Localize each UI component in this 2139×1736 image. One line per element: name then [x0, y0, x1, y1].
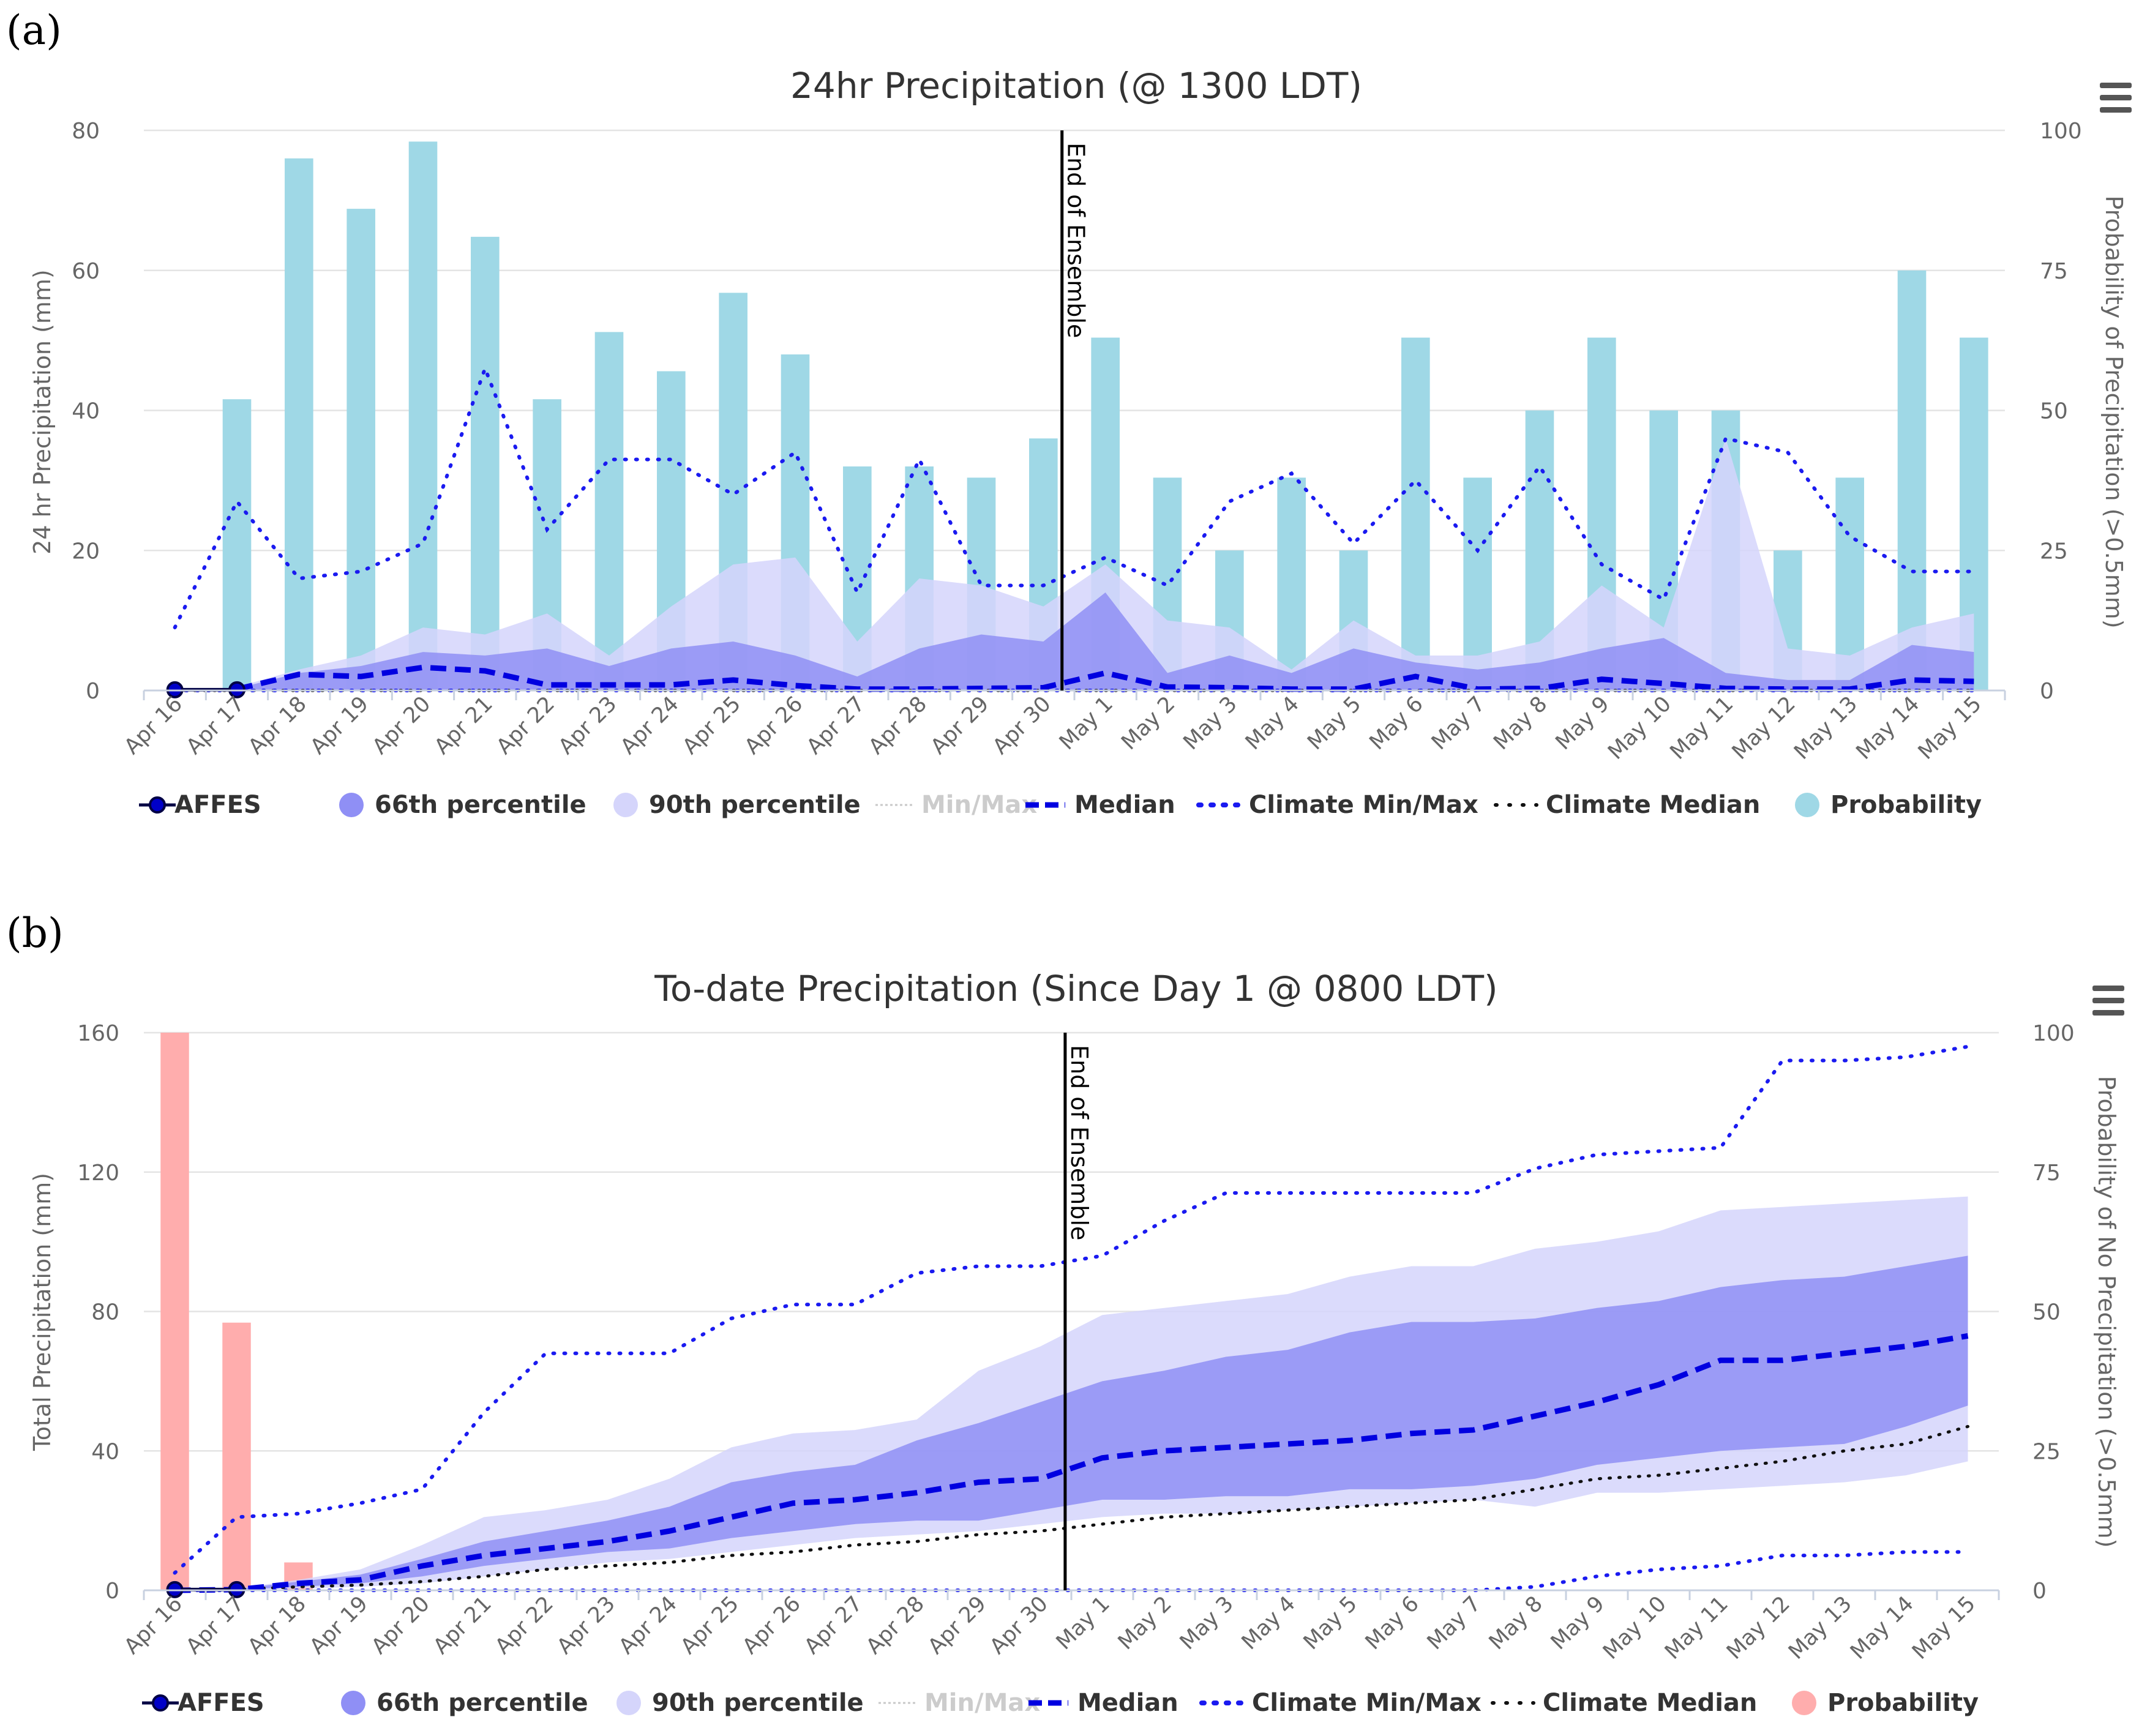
y-tick-label-40: 40	[72, 399, 100, 424]
y2-tick-label-75: 75	[2040, 259, 2068, 284]
legend-item-min-max[interactable]: Min/Max	[875, 791, 1037, 819]
y2-tick-label-50: 50	[2040, 399, 2068, 424]
legend-label-affes: AFFES	[174, 791, 261, 819]
median-line	[174, 1333, 1969, 1593]
climate-max-line	[173, 363, 1976, 630]
y-axis-title-text: Total Precipitation (mm)	[29, 1173, 56, 1451]
probability-bar-apr-18	[285, 158, 313, 690]
y-tick-label-0: 0	[105, 1579, 119, 1604]
hamburger-menu-icon[interactable]	[2100, 83, 2132, 113]
probability-bar-may-14	[1897, 270, 1927, 690]
probability-bar-apr-20	[408, 141, 438, 691]
legend-item-probability[interactable]: Probability	[1792, 1689, 1979, 1717]
legend-item-climate-median[interactable]: Climate Median	[1491, 1689, 1757, 1717]
y-tick-label-40: 40	[91, 1439, 119, 1464]
y-tick-label-80: 80	[91, 1300, 119, 1325]
legend: AFFES 66th percentile 90th percentile Min/M…	[142, 1689, 1979, 1717]
legend-swatch-p66	[339, 793, 364, 817]
legend-label-climate-min-max: Climate Min/Max	[1249, 791, 1478, 819]
probability-bar-apr-19	[347, 209, 375, 691]
y-tick-label-80: 80	[72, 119, 100, 144]
panel-b-label: (b)	[6, 910, 64, 957]
legend-item-90th-percentile[interactable]: 90th percentile	[613, 791, 861, 819]
y2-axis-title-text: Probability of Precipitation (>0.5mm)	[2100, 195, 2127, 628]
climate-median-line	[173, 1424, 1969, 1592]
end-of-ensemble-label: End of Ensemble	[1063, 143, 1090, 338]
p66-band	[237, 592, 1974, 690]
legend-item-climate-min-max[interactable]: Climate Min/Max	[1196, 791, 1478, 819]
legend-item-66th-percentile[interactable]: 66th percentile	[339, 791, 586, 819]
legend-label-90th-percentile: 90th percentile	[652, 1689, 864, 1717]
y-axis-title: Total Precipitation (mm)	[29, 1173, 56, 1451]
legend-item-90th-percentile[interactable]: 90th percentile	[616, 1689, 864, 1717]
legend-item-affes[interactable]: AFFES	[139, 791, 261, 819]
legend-item-climate-min-max[interactable]: Climate Min/Max	[1199, 1689, 1482, 1717]
probability-bar-apr-17	[222, 399, 252, 690]
y2-axis-title: Probability of No Precipitation (>0.5mm)	[2093, 1076, 2120, 1548]
legend-label-min-max: Min/Max	[921, 791, 1037, 819]
y2-axis-title: Probability of Precipitation (>0.5mm)	[2100, 195, 2127, 628]
end-of-ensemble-label: End of Ensemble	[1066, 1045, 1093, 1240]
legend-label-climate-median: Climate Median	[1546, 791, 1760, 819]
y2-tick-label-100: 100	[2032, 1021, 2075, 1046]
legend-item-median[interactable]: Median	[1028, 1689, 1178, 1717]
probability-bar-apr-23	[594, 332, 624, 690]
y2-tick-label-0: 0	[2032, 1579, 2047, 1604]
legend-item-min-max[interactable]: Min/Max	[878, 1689, 1040, 1717]
legend-swatch-probability	[1792, 1691, 1816, 1715]
legend-label-66th-percentile: 66th percentile	[375, 791, 586, 819]
legend-label-probability: Probability	[1827, 1689, 1979, 1717]
probability-bar-apr-21	[471, 236, 500, 691]
legend-label-90th-percentile: 90th percentile	[649, 791, 861, 819]
legend: AFFES 66th percentile 90th percentile Min/M…	[139, 791, 1982, 819]
y-tick-label-120: 120	[77, 1161, 119, 1186]
y2-tick-label-100: 100	[2040, 119, 2082, 144]
legend-item-probability[interactable]: Probability	[1795, 791, 1982, 819]
legend-swatch-affes-marker	[152, 1694, 169, 1712]
legend-label-median: Median	[1074, 791, 1175, 819]
p90-band	[237, 438, 1974, 690]
y-axis-title: 24 hr Precipitation (mm)	[29, 269, 56, 555]
legend-label-affes: AFFES	[178, 1689, 264, 1717]
legend-item-affes[interactable]: AFFES	[142, 1689, 264, 1717]
probability-bar-apr-17	[222, 1322, 251, 1590]
legend-label-66th-percentile: 66th percentile	[376, 1689, 588, 1717]
panel-a-chart: (a) 24hr Precipitation (@ 1300 LDT) 24 h…	[6, 7, 2132, 819]
legend-label-median: Median	[1077, 1689, 1178, 1717]
panel-a-label: (a)	[6, 7, 62, 54]
probability-bar-may-6	[1401, 337, 1430, 690]
legend-swatch-affes-marker	[149, 796, 166, 814]
y2-tick-label-25: 25	[2032, 1439, 2061, 1464]
p66-band	[174, 1255, 1968, 1590]
legend-swatch-p66	[341, 1691, 365, 1715]
legend-item-climate-median[interactable]: Climate Median	[1494, 791, 1760, 819]
legend-label-probability: Probability	[1830, 791, 1982, 819]
probability-bar-may-4	[1277, 477, 1306, 690]
y-tick-label-160: 160	[77, 1021, 119, 1046]
legend-item-median[interactable]: Median	[1025, 791, 1175, 819]
y2-tick-label-50: 50	[2032, 1300, 2061, 1325]
y2-axis-title-text: Probability of No Precipitation (>0.5mm)	[2093, 1076, 2120, 1548]
y-tick-label-60: 60	[72, 259, 100, 284]
legend-label-min-max: Min/Max	[924, 1689, 1040, 1717]
y2-tick-label-75: 75	[2032, 1161, 2061, 1186]
y2-tick-label-25: 25	[2040, 539, 2068, 564]
legend-swatch-probability	[1795, 793, 1819, 817]
legend-label-climate-median: Climate Median	[1543, 1689, 1757, 1717]
probability-bar-apr-16	[160, 1033, 189, 1590]
y2-tick-label-0: 0	[2040, 679, 2054, 704]
chart-title: To-date Precipitation (Since Day 1 @ 080…	[654, 968, 1497, 1009]
median-line	[236, 664, 1974, 692]
y-axis-title-text: 24 hr Precipitation (mm)	[29, 269, 56, 555]
legend-swatch-p90	[616, 1691, 641, 1715]
legend-item-66th-percentile[interactable]: 66th percentile	[341, 1689, 588, 1717]
y-tick-label-20: 20	[72, 539, 100, 564]
climate-max-line	[173, 1044, 1970, 1575]
legend-label-climate-min-max: Climate Min/Max	[1252, 1689, 1482, 1717]
hamburger-menu-icon[interactable]	[2092, 986, 2124, 1016]
legend-swatch-p90	[613, 793, 638, 817]
y-tick-label-0: 0	[86, 679, 100, 704]
chart-title: 24hr Precipitation (@ 1300 LDT)	[790, 65, 1362, 107]
